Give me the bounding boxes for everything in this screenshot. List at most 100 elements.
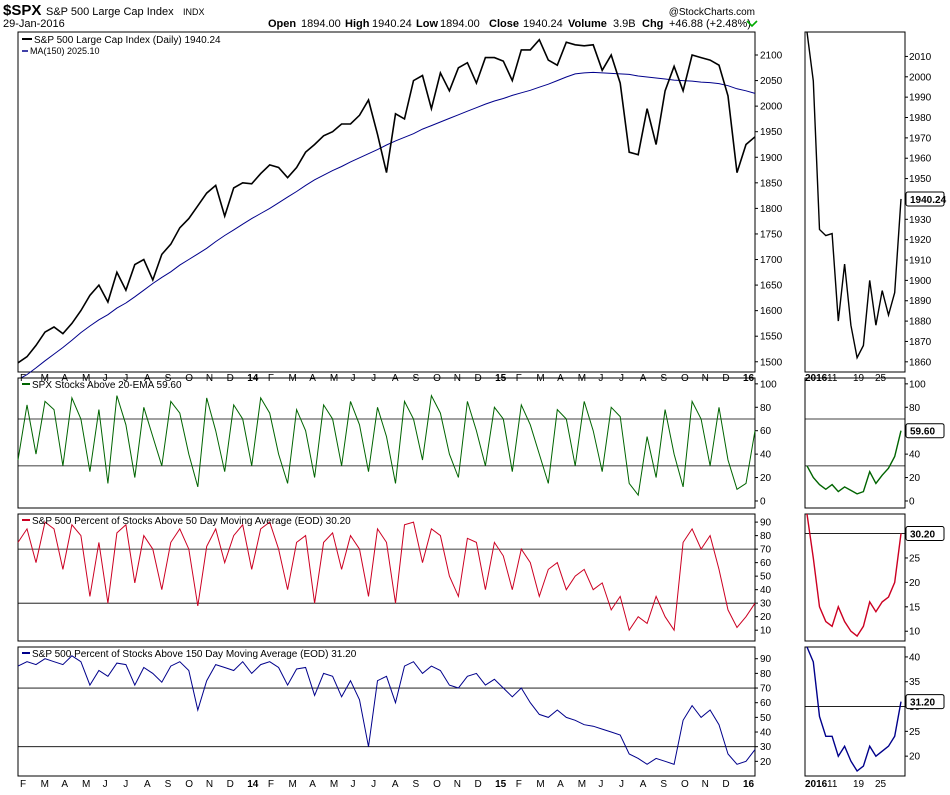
x-axis-label: J [619, 779, 624, 790]
y-tick-label: 80 [760, 669, 772, 680]
zoom-y-tick-label: 2000 [909, 72, 932, 83]
zoom-x-axis-label: 25 [875, 373, 887, 384]
zoom-y-tick-label: 1890 [909, 296, 932, 307]
zoom-y-tick-label: 35 [909, 677, 921, 688]
x-axis-label: A [309, 373, 316, 384]
x-axis-label: F [268, 373, 274, 384]
zoom-y-tick-label: 1880 [909, 317, 932, 328]
x-axis-label: J [351, 373, 356, 384]
x-axis-label: M [41, 779, 49, 790]
y-tick-label: 80 [760, 403, 772, 414]
x-axis-label: A [61, 779, 68, 790]
x-axis-label: 14 [247, 373, 259, 384]
last-value-label: 59.60 [910, 427, 935, 438]
x-axis-label: J [598, 373, 603, 384]
zoom-pct150-line [806, 646, 902, 773]
x-axis-label: D [722, 779, 729, 790]
y-tick-label: 70 [760, 684, 772, 695]
zoom-y-tick-label: 20 [909, 473, 921, 484]
x-axis-label: O [433, 779, 441, 790]
ma150-line [17, 71, 756, 381]
zoom-x-axis-label: 19 [853, 779, 865, 790]
y-tick-label: 30 [760, 599, 772, 610]
x-axis-label: S [660, 779, 667, 790]
y-tick-label: 1600 [760, 306, 783, 317]
zoom-price-line [806, 31, 902, 360]
x-axis-label: S [660, 373, 667, 384]
last-value-label: 31.20 [910, 698, 935, 709]
x-axis-label: S [412, 779, 419, 790]
high-value: 1940.24 [372, 18, 412, 30]
x-axis-label: A [309, 779, 316, 790]
x-axis-label: O [185, 779, 193, 790]
x-axis-label: M [330, 779, 338, 790]
x-axis-label: J [103, 779, 108, 790]
zoom-y-tick-label: 1860 [909, 357, 932, 368]
x-axis-label: M [536, 373, 544, 384]
panel-price: 1500 1550 1600 1650 1700 1750 1800 1850 1900 1950… [17, 31, 947, 381]
open-value: 1894.00 [301, 18, 341, 30]
zoom-y-tick-label: 2010 [909, 52, 932, 63]
main-frame [17, 646, 756, 777]
y-tick-label: 60 [760, 698, 772, 709]
last-value-label: 1940.24 [910, 195, 947, 206]
open-label: Open [268, 18, 296, 30]
x-axis-label: J [123, 373, 128, 384]
x-axis-label: A [392, 779, 399, 790]
zoom-y-tick-label: 1900 [909, 276, 932, 287]
zoom-x-axis-label: 19 [853, 373, 865, 384]
zoom-y-tick-label: 20 [909, 578, 921, 589]
x-axis-label: S [165, 779, 172, 790]
x-axis-label: F [268, 779, 274, 790]
volume-value: 3.9B [613, 18, 636, 30]
x-axis-label: A [557, 373, 564, 384]
legend-pct50: S&P 500 Percent of Stocks Above 50 Day M… [32, 516, 351, 527]
y-tick-label: 20 [760, 473, 772, 484]
y-tick-label: 0 [760, 496, 766, 507]
y-tick-label: 1700 [760, 255, 783, 266]
y-tick-label: 20 [760, 612, 772, 623]
x-axis-label: M [330, 373, 338, 384]
legend-ema20: SPX Stocks Above 20-EMA 59.60 [32, 380, 182, 391]
y-tick-label: 90 [760, 654, 772, 665]
x-axis-label: A [557, 779, 564, 790]
y-tick-label: 1650 [760, 281, 783, 292]
x-axis-label: 16 [743, 779, 755, 790]
main-frame [17, 377, 756, 509]
x-axis-label: F [516, 779, 522, 790]
ema20-line [17, 393, 756, 497]
x-axis-label: N [454, 779, 461, 790]
exchange: INDX [183, 7, 205, 17]
chg-value: +46.88 (+2.48%) [669, 18, 751, 30]
zoom-y-tick-label: 1980 [909, 113, 932, 124]
y-tick-label: 1800 [760, 204, 783, 215]
zoom-y-tick-label: 1930 [909, 215, 932, 226]
zoom-x-axis-label: 11 [827, 779, 838, 790]
x-axis-label: O [681, 779, 689, 790]
x-axis-label: N [702, 779, 709, 790]
zoom-x-axis-label: 11 [827, 373, 838, 384]
last-value-label: 30.20 [910, 530, 935, 541]
y-tick-label: 60 [760, 558, 772, 569]
y-tick-label: 80 [760, 531, 772, 542]
x-axis-label: 15 [495, 779, 507, 790]
panel-pct150: 2030405060708090202530354031.20S&P 500 P… [17, 646, 945, 777]
x-axis-label: D [474, 373, 481, 384]
zoom-frame [804, 646, 906, 777]
zoom-y-tick-label: 1960 [909, 154, 932, 165]
zoom-ema20-line [806, 430, 902, 495]
zoom-y-tick-label: 15 [909, 602, 921, 613]
watermark: @StockCharts.com [669, 7, 755, 18]
zoom-pct50-line [806, 513, 902, 638]
x-axis-label: J [351, 779, 356, 790]
low-value: 1894.00 [440, 18, 480, 30]
zoom-y-tick-label: 40 [909, 652, 921, 663]
y-tick-label: 1950 [760, 127, 783, 138]
x-axis-label: 14 [247, 779, 259, 790]
zoom-y-tick-label: 1910 [909, 256, 932, 267]
x-axis-label: 15 [495, 373, 507, 384]
x-axis-label: F [516, 373, 522, 384]
chevron-down-icon[interactable] [746, 20, 758, 28]
